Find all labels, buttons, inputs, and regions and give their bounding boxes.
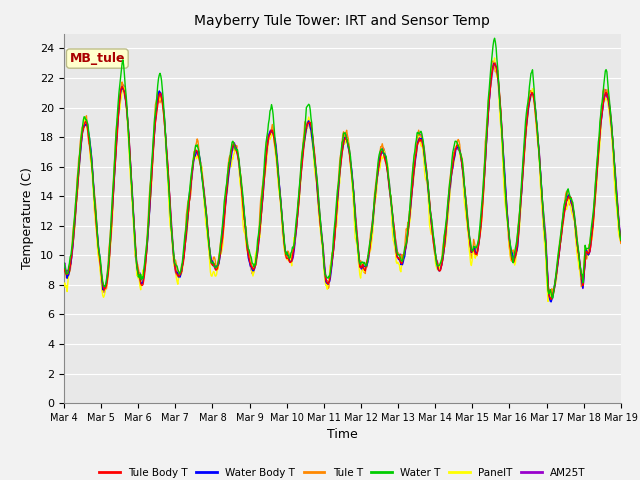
Tule Body T — [60, 266, 68, 272]
Water Body T — [70, 228, 78, 234]
PanelT — [60, 283, 68, 288]
Tule Body T — [127, 175, 135, 181]
Water Body T — [214, 263, 221, 269]
Tule T — [184, 199, 192, 204]
Water T — [617, 238, 625, 243]
Water T — [60, 260, 68, 266]
Water Body T — [410, 168, 418, 173]
Tule Body T — [70, 228, 78, 234]
AM25T — [426, 207, 434, 213]
AM25T — [184, 209, 192, 215]
Tule T — [410, 156, 418, 162]
AM25T — [214, 263, 221, 269]
Tule T — [214, 264, 221, 270]
Water T — [70, 220, 78, 226]
Tule Body T — [547, 297, 555, 302]
AM25T — [60, 263, 68, 269]
Water T — [426, 209, 434, 215]
Water T — [127, 178, 135, 183]
Water T — [214, 263, 221, 269]
Water Body T — [617, 236, 625, 241]
Line: PanelT: PanelT — [64, 58, 621, 301]
Water T — [549, 295, 557, 301]
Tule T — [617, 240, 625, 246]
PanelT — [544, 299, 552, 304]
Tule T — [70, 218, 78, 224]
AM25T — [492, 60, 499, 65]
AM25T — [547, 297, 554, 302]
PanelT — [491, 55, 499, 61]
X-axis label: Time: Time — [327, 429, 358, 442]
PanelT — [127, 190, 135, 195]
Water Body T — [60, 264, 68, 270]
Water T — [410, 153, 418, 158]
PanelT — [70, 229, 78, 235]
Water Body T — [547, 299, 555, 305]
Line: AM25T: AM25T — [64, 62, 621, 300]
Tule T — [60, 262, 68, 267]
Water T — [491, 36, 499, 41]
Tule Body T — [426, 209, 434, 215]
Tule Body T — [491, 60, 499, 66]
AM25T — [70, 230, 78, 236]
PanelT — [214, 266, 221, 272]
Tule Body T — [617, 238, 625, 244]
Tule T — [127, 179, 135, 185]
AM25T — [127, 175, 135, 180]
Tule T — [547, 292, 555, 298]
Water Body T — [490, 60, 498, 66]
Tule Body T — [214, 266, 221, 272]
AM25T — [410, 165, 418, 170]
Water T — [184, 204, 192, 209]
Title: Mayberry Tule Tower: IRT and Sensor Temp: Mayberry Tule Tower: IRT and Sensor Temp — [195, 14, 490, 28]
Line: Tule T: Tule T — [64, 61, 621, 295]
PanelT — [410, 171, 418, 177]
Text: MB_tule: MB_tule — [70, 52, 125, 65]
Water Body T — [184, 216, 192, 221]
Water Body T — [426, 210, 434, 216]
Water Body T — [127, 178, 135, 184]
Line: Water T: Water T — [64, 38, 621, 298]
Y-axis label: Temperature (C): Temperature (C) — [22, 168, 35, 269]
Tule T — [489, 58, 497, 64]
Legend: Tule Body T, Water Body T, Tule T, Water T, PanelT, AM25T: Tule Body T, Water Body T, Tule T, Water… — [95, 464, 590, 480]
Tule T — [426, 207, 434, 213]
PanelT — [617, 237, 625, 242]
Tule Body T — [184, 213, 192, 218]
AM25T — [617, 231, 625, 237]
PanelT — [426, 227, 434, 232]
Line: Water Body T: Water Body T — [64, 63, 621, 302]
Tule Body T — [410, 168, 418, 174]
PanelT — [184, 220, 192, 226]
Line: Tule Body T: Tule Body T — [64, 63, 621, 300]
